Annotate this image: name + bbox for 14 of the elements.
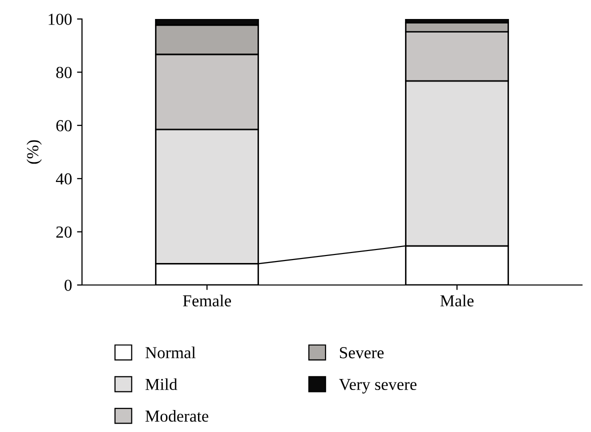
y-tick-label: 20 [56, 226, 72, 238]
y-tick-label: 40 [56, 173, 72, 185]
y-tick-label: 100 [48, 14, 72, 25]
y-tick-label: 0 [64, 280, 72, 291]
legend-label: Mild [145, 378, 178, 390]
x-tick-label: Female [182, 294, 231, 306]
x-tick-label: Male [440, 294, 474, 306]
legend-label: Severe [340, 347, 384, 358]
legend-label: Moderate [145, 410, 208, 422]
y-axis-title: (%) [26, 140, 42, 164]
y-tick-label: 80 [56, 66, 72, 78]
legend-label: Very severe [339, 378, 416, 394]
y-tick-label: 60 [56, 120, 72, 132]
legend-label: Normal [145, 346, 196, 358]
